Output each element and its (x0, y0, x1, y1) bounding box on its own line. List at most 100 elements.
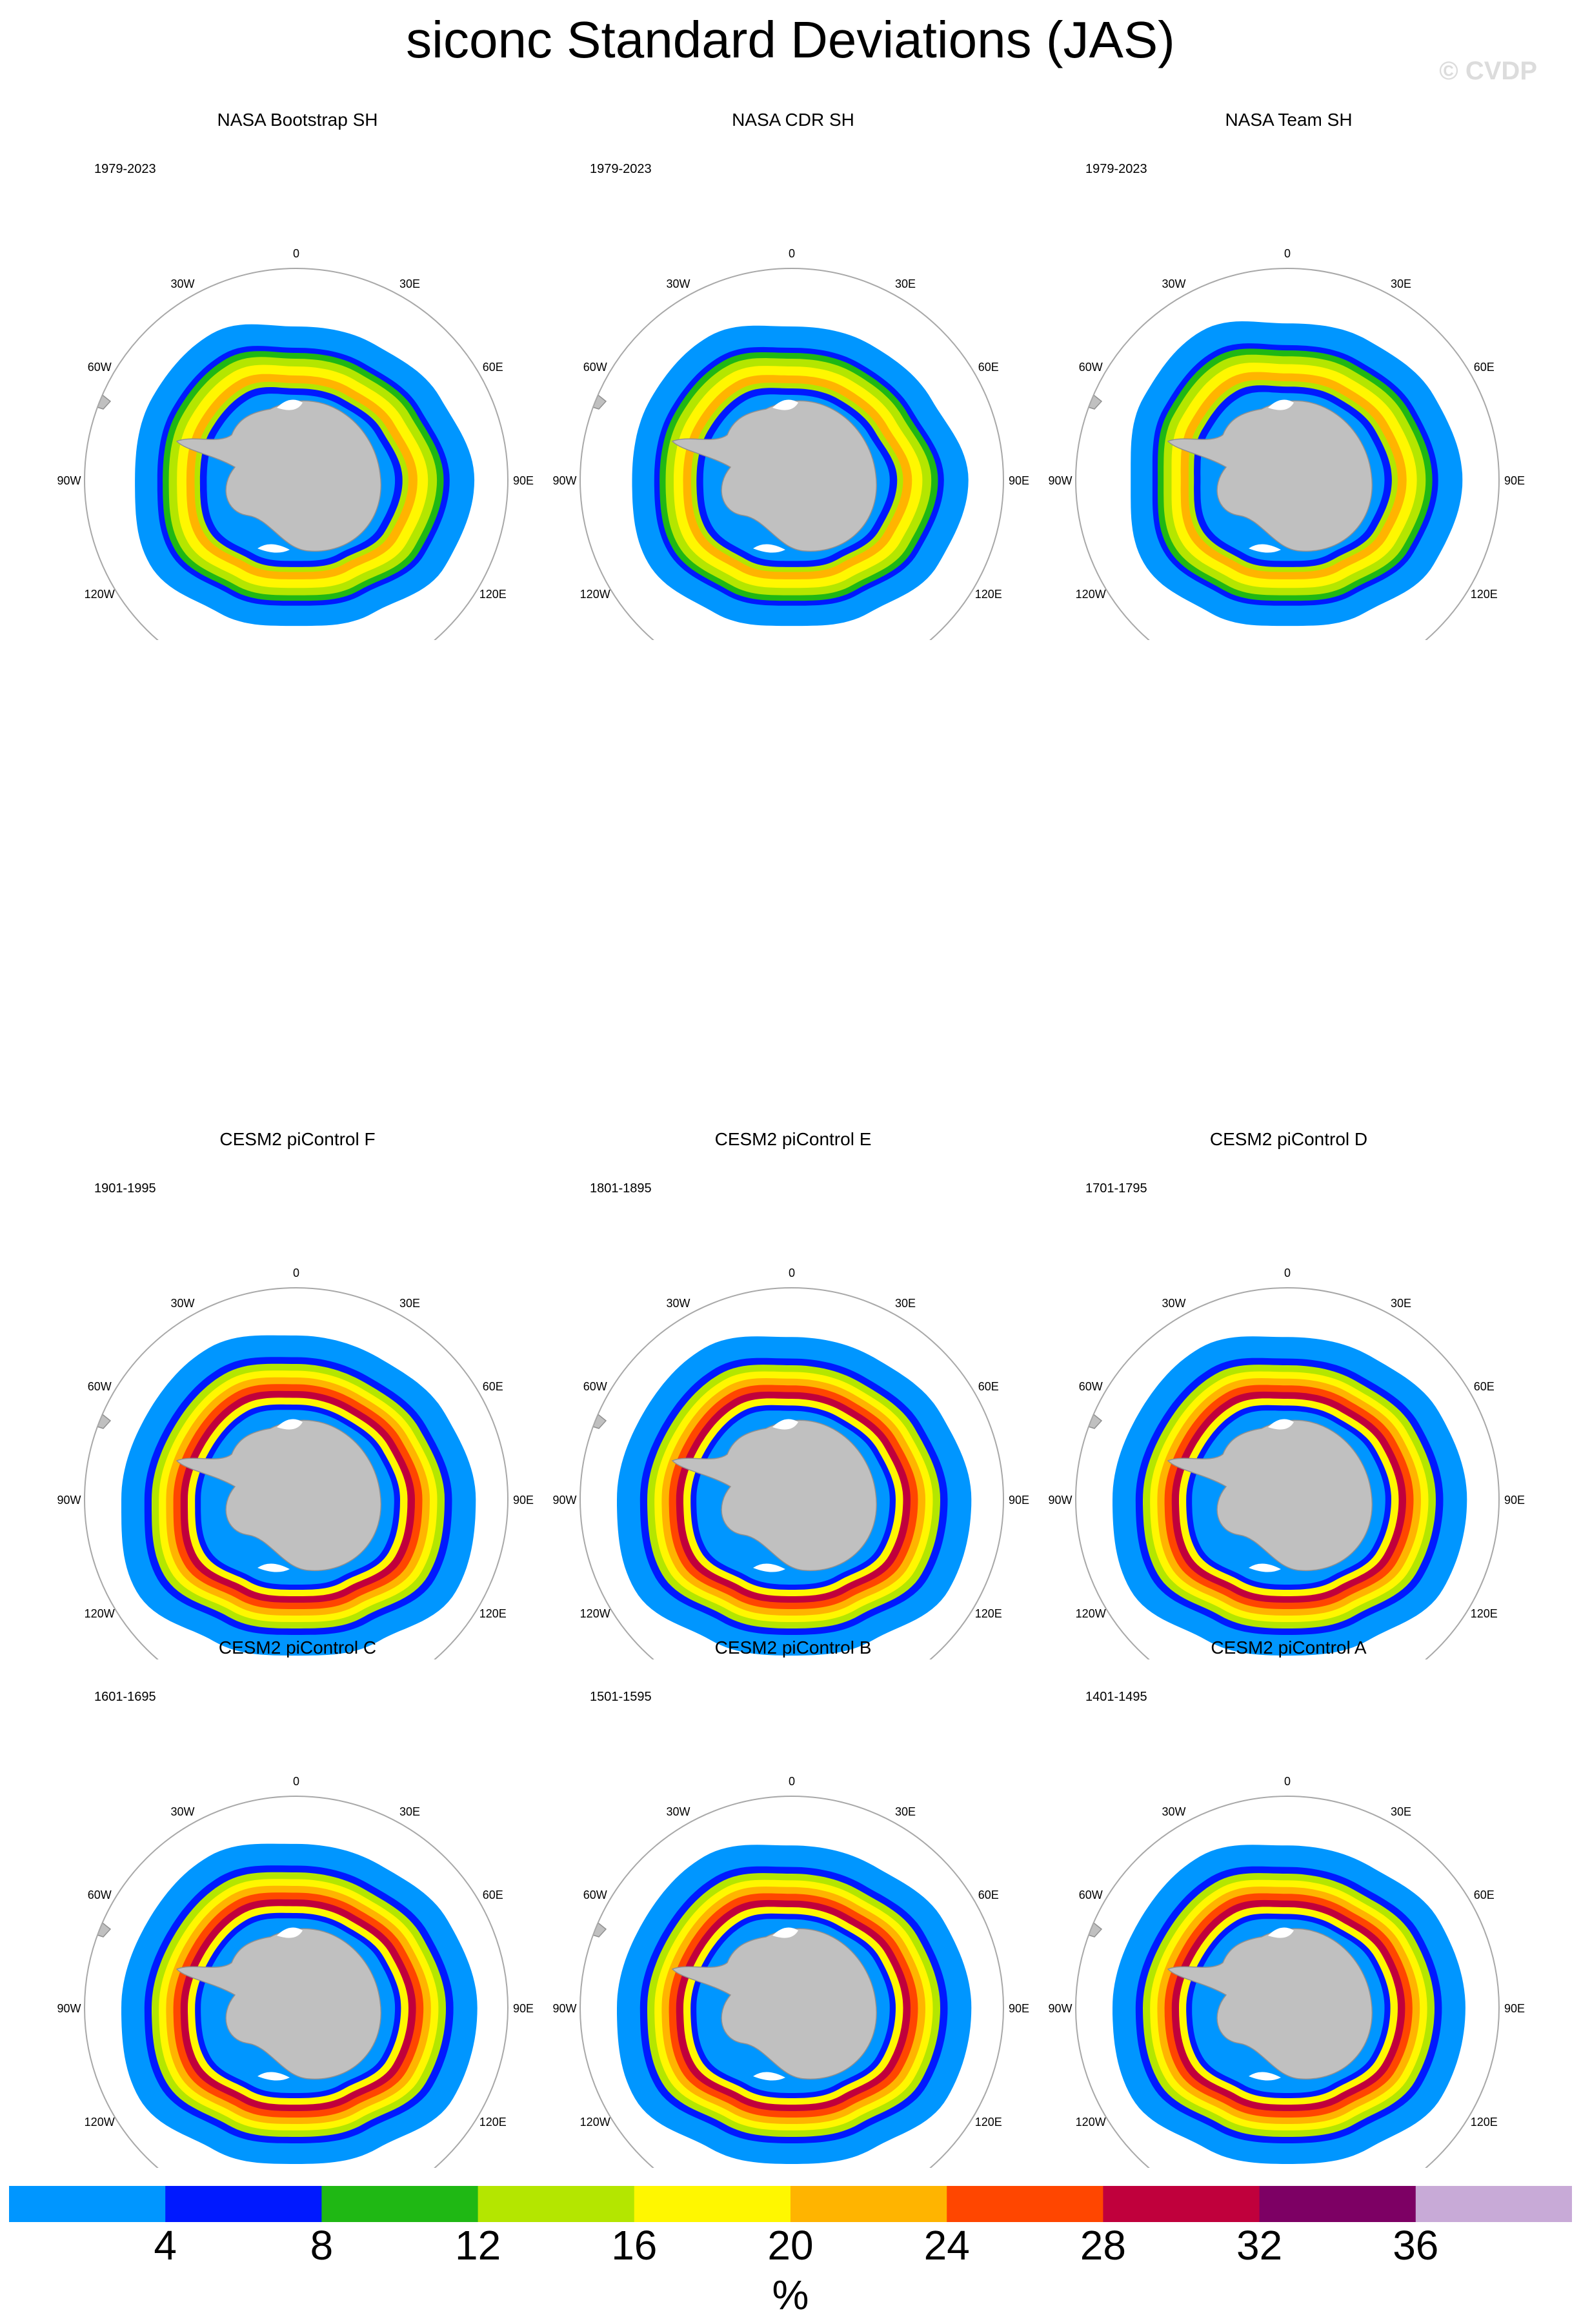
panel-period: 1901-1995 (94, 1181, 156, 1196)
colorbar-segment (1103, 2186, 1260, 2222)
longitude-label: 0 (789, 1267, 795, 1279)
longitude-label: 0 (789, 1775, 795, 1788)
colorbar-segment (1259, 2186, 1416, 2222)
longitude-label: 120E (1471, 1607, 1498, 1620)
polar-map: 030E60E90E120E150E180150W120W90W60W30W (552, 247, 1029, 640)
map-boundary-circle (1075, 1287, 1500, 1659)
longitude-label: 120W (1076, 588, 1106, 601)
antarctica-landmass (1167, 1419, 1373, 1571)
colorbar-tick-label: 32 (1236, 2222, 1283, 2269)
longitude-label: 30E (895, 277, 916, 290)
longitude-label: 120W (85, 588, 115, 601)
panel-title: NASA CDR SH (732, 110, 854, 130)
map-panel: CESM2 piControl D 1701-1795 0 30E 60E 90E 120E… (1040, 1130, 1537, 1659)
colorbar-segment (790, 2186, 947, 2222)
longitude-label: 120W (1076, 2116, 1106, 2129)
panel-period: 1979-2023 (590, 162, 652, 176)
longitude-label: 90W (552, 1494, 576, 1507)
longitude-label: 0 (293, 1267, 299, 1279)
antarctica-landmass (1167, 1928, 1373, 2079)
longitude-label: 30W (666, 277, 690, 290)
antarctica-landmass (671, 1419, 877, 1571)
longitude-label: 0 (789, 247, 795, 260)
longitude-label: 60W (583, 1380, 607, 1393)
panel-period: 1501-1595 (590, 1690, 652, 1704)
map-panel: NASA CDR SH1979-2023030E60E90E120E150E18… (545, 111, 1042, 640)
map-boundary-circle (84, 1796, 509, 2168)
longitude-label: 90W (57, 474, 81, 487)
colorbar-tick-label: 28 (1080, 2222, 1126, 2269)
panel-period: 1979-2023 (1085, 162, 1147, 176)
longitude-label: 60W (88, 361, 112, 374)
longitude-label: 120E (975, 2116, 1002, 2129)
longitude-label: 60W (1079, 1380, 1103, 1393)
longitude-label: 90E (1009, 2002, 1029, 2015)
map-panel: NASA Team SH1979-2023030E60E90E120E150E1… (1040, 111, 1537, 640)
colorbar-tick-label: 8 (310, 2222, 334, 2269)
panel-period: 1401-1495 (1085, 1690, 1147, 1704)
map-panel: CESM2 piControl C 1601-1695 0 30E 60E 90E 120E… (49, 1639, 546, 2168)
colorbar (9, 2186, 1572, 2222)
longitude-label: 30E (399, 277, 420, 290)
tasmania-landmass (447, 2156, 459, 2167)
longitude-label: 90E (513, 2002, 534, 2015)
longitude-label: 90E (1504, 1494, 1525, 1507)
antarctica-landmass (176, 400, 381, 552)
panel-title: CESM2 piControl E (714, 1129, 872, 1149)
colorbar-segment (9, 2186, 166, 2222)
longitude-label: 90W (1048, 1494, 1072, 1507)
longitude-label: 120E (479, 2116, 507, 2129)
antarctica-landmass (176, 1928, 381, 2079)
longitude-label: 60E (1474, 1380, 1495, 1393)
longitude-label: 90E (1504, 474, 1525, 487)
longitude-label: 30W (1162, 1805, 1185, 1818)
longitude-label: 60E (978, 1380, 999, 1393)
longitude-label: 0 (293, 247, 299, 260)
longitude-label: 30E (1391, 1297, 1411, 1310)
panel-period: 1701-1795 (1085, 1181, 1147, 1196)
longitude-label: 90W (552, 2002, 576, 2015)
longitude-label: 30W (1162, 277, 1185, 290)
longitude-label: 30E (1391, 1805, 1411, 1818)
longitude-label: 60W (88, 1380, 112, 1393)
longitude-label: 30E (895, 1805, 916, 1818)
longitude-label: 120W (1076, 1607, 1106, 1620)
longitude-label: 0 (1284, 1775, 1291, 1788)
longitude-label: 90W (552, 474, 576, 487)
panel-title: CESM2 piControl D (1209, 1129, 1368, 1149)
page-title: siconc Standard Deviations (JAS) (406, 11, 1175, 68)
map-panel: CESM2 piControl A 1401-1495 0 30E 60E 90E 120E… (1040, 1639, 1537, 2168)
longitude-label: 30W (666, 1297, 690, 1310)
panel-title: CESM2 piControl C (218, 1638, 377, 1658)
colorbar-tick-label: 16 (611, 2222, 658, 2269)
longitude-label: 30W (170, 1297, 194, 1310)
antarctica-landmass (671, 1928, 877, 2079)
longitude-label: 60E (483, 1888, 503, 1901)
map-boundary-circle (579, 268, 1004, 640)
map-boundary-circle (1075, 268, 1500, 640)
tasmania-landmass (447, 628, 459, 639)
panel-title: CESM2 piControl F (219, 1129, 376, 1149)
colorbar-segment (321, 2186, 479, 2222)
polar-map: 030E60E90E120E150E180150W120W90W60W30W (57, 1267, 534, 1659)
longitude-label: 60E (483, 1380, 503, 1393)
polar-map: 030E60E90E120E150E180150W120W90W60W30W (1048, 1267, 1525, 1659)
longitude-label: 120E (975, 1607, 1002, 1620)
longitude-label: 90W (57, 2002, 81, 2015)
longitude-label: 120E (479, 1607, 507, 1620)
panel-title: NASA Team SH (1225, 110, 1353, 130)
colorbar-segment (634, 2186, 791, 2222)
panel-title: CESM2 piControl A (1211, 1638, 1367, 1658)
longitude-label: 0 (293, 1775, 299, 1788)
antarctica-landmass (1167, 400, 1373, 552)
panel-period: 1601-1695 (94, 1690, 156, 1704)
polar-map: 030E60E90E120E150E180150W120W90W60W30W (57, 1775, 534, 2168)
colorbar-tick-label: 24 (923, 2222, 970, 2269)
colorbar-segment (165, 2186, 322, 2222)
longitude-label: 60E (978, 361, 999, 374)
longitude-label: 90E (1009, 1494, 1029, 1507)
longitude-label: 60E (978, 1888, 999, 1901)
longitude-label: 60E (1474, 1888, 1495, 1901)
polar-map: 030E60E90E120E150E180150W120W90W60W30W (57, 247, 534, 640)
longitude-label: 30E (1391, 277, 1411, 290)
